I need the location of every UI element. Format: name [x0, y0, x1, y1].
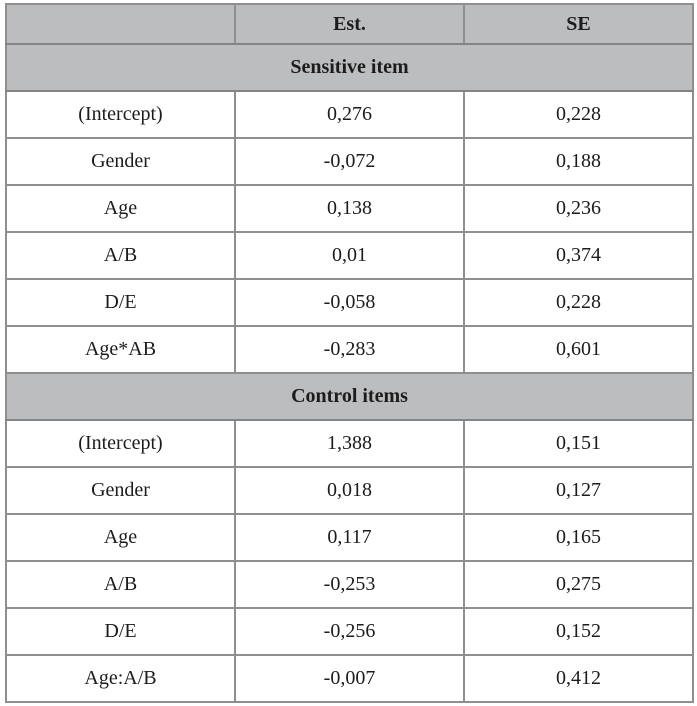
est-value: -0,283 [234, 325, 465, 374]
se-value: 0,152 [463, 607, 694, 656]
table-header-row: Est. SE [5, 3, 694, 45]
est-value: -0,072 [234, 137, 465, 186]
est-value: 0,117 [234, 513, 465, 562]
row-label: Age:A/B [5, 654, 236, 703]
table-row: Gender 0,018 0,127 [5, 466, 694, 515]
row-label: A/B [5, 231, 236, 280]
row-label: D/E [5, 278, 236, 327]
table-row: Age:A/B -0,007 0,412 [5, 654, 694, 703]
row-label: Age [5, 513, 236, 562]
section-row: Sensitive item [5, 43, 694, 92]
header-cell-empty [5, 3, 236, 45]
row-label: Gender [5, 137, 236, 186]
table-body: Sensitive item (Intercept) 0,276 0,228 Gende… [5, 43, 694, 703]
row-label: (Intercept) [5, 90, 236, 139]
est-value: 0,276 [234, 90, 465, 139]
est-value: -0,253 [234, 560, 465, 609]
table-row: Age 0,117 0,165 [5, 513, 694, 562]
table-row: D/E -0,256 0,152 [5, 607, 694, 656]
table-row: A/B -0,253 0,275 [5, 560, 694, 609]
table-row: Age 0,138 0,236 [5, 184, 694, 233]
est-value: -0,007 [234, 654, 465, 703]
est-value: -0,058 [234, 278, 465, 327]
se-value: 0,127 [463, 466, 694, 515]
row-label: A/B [5, 560, 236, 609]
se-value: 0,236 [463, 184, 694, 233]
section-title: Sensitive item [5, 43, 694, 92]
table-row: (Intercept) 0,276 0,228 [5, 90, 694, 139]
row-label: Gender [5, 466, 236, 515]
est-value: 0,018 [234, 466, 465, 515]
se-value: 0,188 [463, 137, 694, 186]
est-value: -0,256 [234, 607, 465, 656]
se-value: 0,228 [463, 90, 694, 139]
est-value: 0,01 [234, 231, 465, 280]
se-value: 0,275 [463, 560, 694, 609]
table-row: A/B 0,01 0,374 [5, 231, 694, 280]
se-value: 0,412 [463, 654, 694, 703]
se-value: 0,165 [463, 513, 694, 562]
section-row: Control items [5, 372, 694, 421]
est-value: 0,138 [234, 184, 465, 233]
row-label: Age [5, 184, 236, 233]
se-value: 0,151 [463, 419, 694, 468]
se-value: 0,374 [463, 231, 694, 280]
est-value: 1,388 [234, 419, 465, 468]
table-row: (Intercept) 1,388 0,151 [5, 419, 694, 468]
row-label: D/E [5, 607, 236, 656]
section-title: Control items [5, 372, 694, 421]
se-value: 0,228 [463, 278, 694, 327]
row-label: Age*AB [5, 325, 236, 374]
row-label: (Intercept) [5, 419, 236, 468]
regression-results-table: Est. SE Sensitive item (Intercept) 0,276 0,… [5, 3, 694, 703]
table-row: Gender -0,072 0,188 [5, 137, 694, 186]
se-value: 0,601 [463, 325, 694, 374]
header-cell-est: Est. [234, 3, 465, 45]
table-row: D/E -0,058 0,228 [5, 278, 694, 327]
table-row: Age*AB -0,283 0,601 [5, 325, 694, 374]
header-cell-se: SE [463, 3, 694, 45]
